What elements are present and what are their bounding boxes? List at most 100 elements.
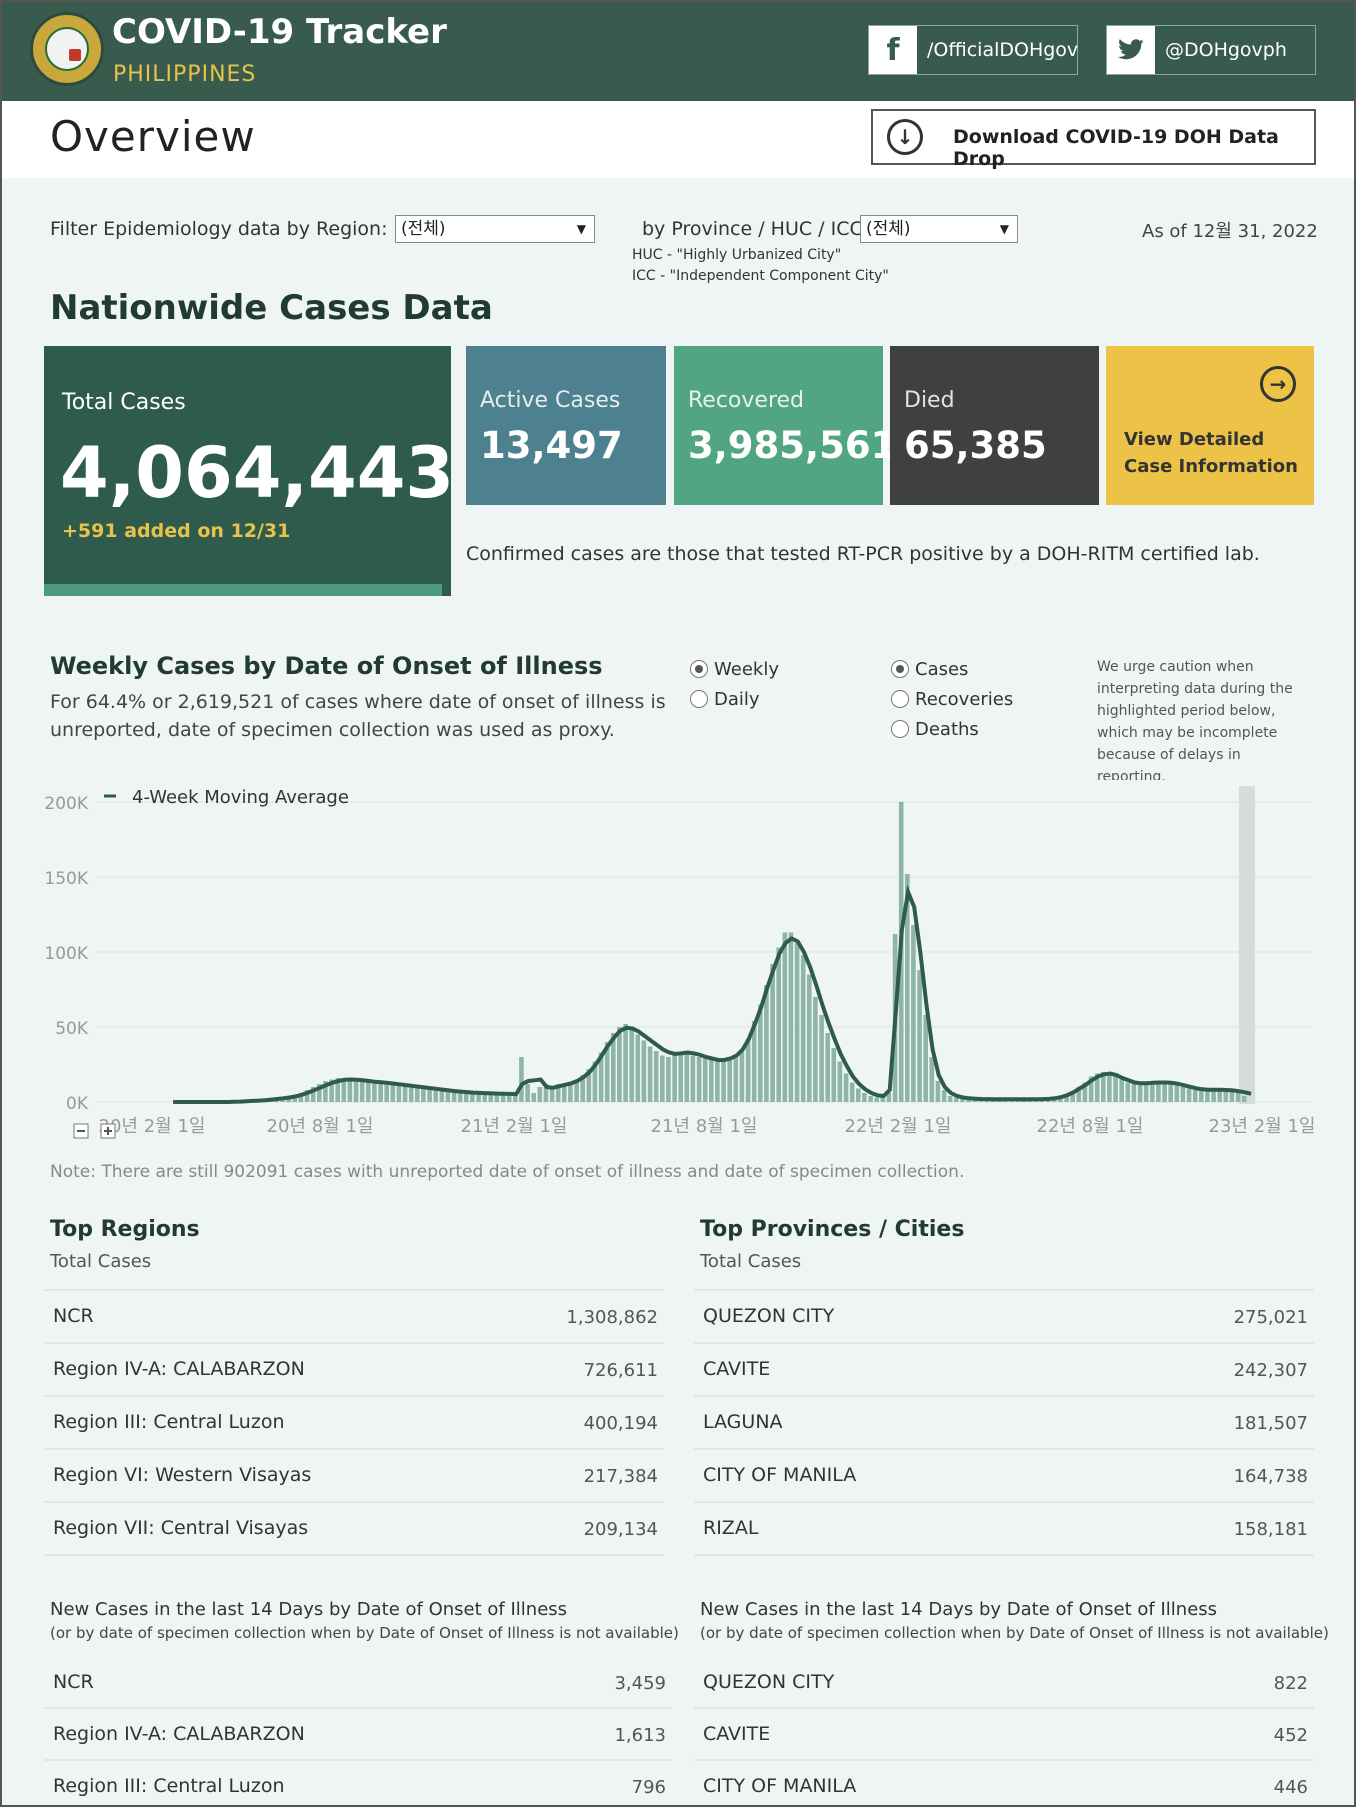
weekly-bar[interactable]	[433, 1089, 438, 1103]
weekly-bar[interactable]	[586, 1069, 592, 1102]
weekly-bar[interactable]	[347, 1079, 353, 1103]
weekly-bar[interactable]	[819, 1015, 824, 1102]
weekly-bar[interactable]	[641, 1040, 647, 1103]
weekly-bar[interactable]	[304, 1090, 310, 1102]
weekly-bar[interactable]	[445, 1090, 451, 1103]
weekly-bar[interactable]	[1082, 1082, 1088, 1103]
weekly-bar[interactable]	[880, 1097, 886, 1103]
weekly-bar[interactable]	[310, 1087, 316, 1102]
weekly-bar[interactable]	[905, 874, 910, 1102]
weekly-bar[interactable]	[1076, 1087, 1082, 1102]
weekly-bar[interactable]	[531, 1093, 536, 1102]
radio-deaths[interactable]: Deaths	[891, 719, 979, 740]
weekly-bar[interactable]	[917, 970, 922, 1102]
weekly-bar[interactable]	[464, 1092, 469, 1103]
table-row[interactable]: LAGUNA 181,507	[694, 1397, 1314, 1450]
weekly-bar[interactable]	[868, 1096, 873, 1102]
weekly-bar[interactable]	[954, 1097, 959, 1103]
weekly-bar[interactable]	[745, 1039, 751, 1102]
weekly-bar[interactable]	[592, 1061, 598, 1103]
weekly-bar[interactable]	[862, 1093, 867, 1102]
weekly-bar[interactable]	[292, 1095, 298, 1103]
weekly-bar[interactable]	[378, 1082, 383, 1103]
weekly-bar[interactable]	[923, 1015, 928, 1102]
download-data-drop-button[interactable]: ↓ Download COVID-19 DOH Data Drop	[871, 109, 1316, 170]
weekly-bar[interactable]	[1241, 1096, 1247, 1102]
weekly-bar[interactable]	[1205, 1089, 1210, 1103]
weekly-bar[interactable]	[451, 1091, 457, 1103]
weekly-bar[interactable]	[519, 1057, 524, 1102]
weekly-bar[interactable]	[611, 1033, 616, 1102]
weekly-bar[interactable]	[1162, 1081, 1167, 1103]
weekly-bar[interactable]	[329, 1079, 334, 1103]
weekly-bar[interactable]	[751, 1021, 757, 1102]
weekly-bar[interactable]	[298, 1093, 304, 1102]
weekly-bar[interactable]	[1199, 1090, 1204, 1102]
weekly-bar[interactable]	[739, 1051, 745, 1102]
weekly-bar[interactable]	[555, 1084, 561, 1102]
weekly-bar[interactable]	[758, 1004, 763, 1103]
weekly-bar[interactable]	[1192, 1090, 1198, 1102]
weekly-bar[interactable]	[568, 1081, 573, 1103]
twitter-link[interactable]: @DOHgovph	[1106, 25, 1316, 75]
weekly-bar[interactable]	[1125, 1082, 1131, 1103]
table-row[interactable]: CITY OF MANILA 446	[694, 1761, 1314, 1807]
weekly-bar[interactable]	[764, 985, 769, 1102]
weekly-bar[interactable]	[807, 974, 812, 1103]
weekly-bar[interactable]	[500, 1093, 506, 1103]
weekly-bar[interactable]	[1143, 1082, 1149, 1103]
weekly-bar[interactable]	[1235, 1093, 1241, 1102]
weekly-bar[interactable]	[1217, 1090, 1222, 1102]
weekly-bar[interactable]	[813, 997, 818, 1102]
weekly-bar[interactable]	[353, 1080, 359, 1103]
weekly-bar[interactable]	[1113, 1076, 1118, 1103]
weekly-bar[interactable]	[1107, 1073, 1112, 1103]
weekly-bar[interactable]	[849, 1082, 855, 1103]
weekly-bar[interactable]	[1180, 1087, 1186, 1102]
table-row[interactable]: Region VII: Central Visayas 209,134	[44, 1503, 664, 1556]
weekly-bar[interactable]	[341, 1078, 347, 1103]
weekly-bar[interactable]	[335, 1078, 340, 1102]
weekly-bar[interactable]	[831, 1048, 837, 1102]
radio-daily[interactable]: Daily	[690, 689, 760, 710]
weekly-bar[interactable]	[776, 947, 781, 1103]
weekly-bar[interactable]	[678, 1052, 683, 1103]
weekly-bar[interactable]	[647, 1046, 653, 1103]
weekly-bar[interactable]	[427, 1088, 432, 1103]
weekly-bar[interactable]	[666, 1057, 671, 1102]
table-row[interactable]: Region III: Central Luzon 796	[44, 1761, 672, 1807]
weekly-bar[interactable]	[525, 1084, 530, 1102]
weekly-bar[interactable]	[709, 1060, 714, 1102]
weekly-bar[interactable]	[856, 1088, 861, 1103]
weekly-bar[interactable]	[1088, 1076, 1094, 1103]
table-row[interactable]: NCR 1,308,862	[44, 1291, 664, 1344]
weekly-bar[interactable]	[874, 1097, 879, 1103]
weekly-bar[interactable]	[690, 1055, 696, 1103]
weekly-bar[interactable]	[1101, 1072, 1106, 1102]
weekly-bar[interactable]	[715, 1061, 720, 1103]
weekly-bar[interactable]	[966, 1098, 971, 1102]
weekly-bar[interactable]	[770, 964, 775, 1102]
weekly-bar[interactable]	[1137, 1083, 1143, 1103]
weekly-bar[interactable]	[598, 1052, 604, 1103]
weekly-bar[interactable]	[1131, 1084, 1137, 1102]
weekly-bar[interactable]	[825, 1033, 830, 1102]
weekly-bar[interactable]	[476, 1093, 481, 1102]
table-row[interactable]: QUEZON CITY 275,021	[694, 1291, 1314, 1344]
weekly-bar[interactable]	[470, 1093, 475, 1102]
weekly-bar[interactable]	[408, 1086, 414, 1103]
weekly-bar[interactable]	[721, 1061, 726, 1103]
weekly-bar[interactable]	[396, 1084, 402, 1103]
table-row[interactable]: Region IV-A: CALABARZON 726,611	[44, 1344, 664, 1397]
weekly-bar[interactable]	[366, 1081, 371, 1103]
weekly-bar[interactable]	[782, 932, 788, 1103]
zoom-in-icon[interactable]	[100, 1123, 116, 1139]
weekly-bar[interactable]	[359, 1081, 365, 1102]
zoom-out-icon[interactable]	[73, 1123, 89, 1139]
weekly-bar[interactable]	[635, 1034, 641, 1103]
weekly-bar[interactable]	[1174, 1085, 1180, 1103]
weekly-bar[interactable]	[684, 1054, 690, 1102]
weekly-bar[interactable]	[488, 1093, 494, 1102]
weekly-bar[interactable]	[1186, 1088, 1192, 1103]
weekly-bar[interactable]	[482, 1093, 487, 1102]
